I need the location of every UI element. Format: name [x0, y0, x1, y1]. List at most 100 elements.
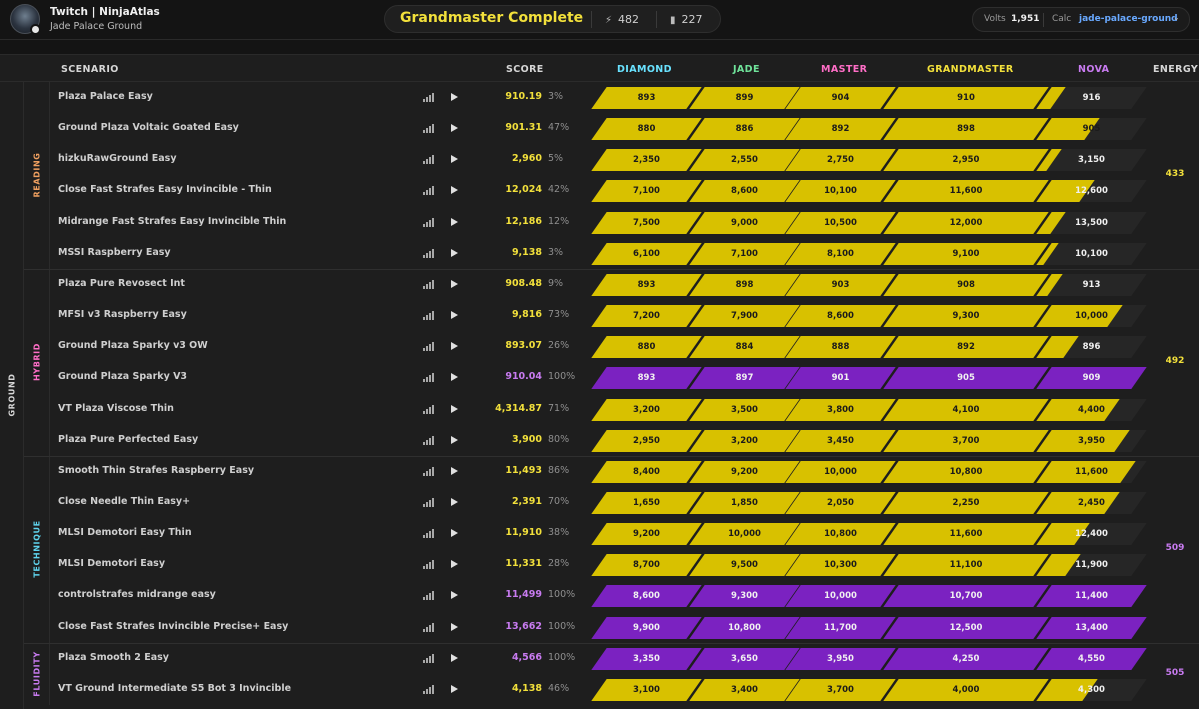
leaderboard-icon[interactable] [423, 92, 434, 102]
ground-group: GROUND [0, 82, 24, 709]
volts-calc-selector[interactable]: Volts 1,951 Calc jade-palace-ground ⌄ [972, 7, 1190, 32]
leaderboard-icon[interactable] [423, 622, 434, 632]
play-icon[interactable] [451, 248, 458, 257]
scenario-row[interactable]: MFSI v3 Raspberry Easy 9,816 73% 7,200 7,900… [50, 300, 1199, 331]
scenario-name[interactable]: Smooth Thin Strafes Raspberry Easy [58, 464, 255, 476]
scenario-row[interactable]: Close Fast Strafes Easy Invincible - Thi… [50, 175, 1199, 206]
leaderboard-icon[interactable] [423, 653, 434, 663]
threshold-value: 892 [831, 124, 850, 135]
threshold-value: 893 [637, 93, 656, 103]
leaderboard-icon[interactable] [423, 372, 434, 383]
threshold-value: 3,450 [827, 435, 854, 446]
threshold-bar-diamond: 893 [591, 367, 702, 390]
avatar[interactable] [10, 4, 40, 34]
leaderboard-icon[interactable] [423, 123, 434, 134]
leaderboard-icon[interactable] [423, 185, 434, 196]
threshold-bar-jade: 886 [689, 118, 800, 141]
scenario-row[interactable]: Ground Plaza Voltaic Goated Easy 901.31 47… [50, 113, 1199, 144]
scenario-row[interactable]: MSSI Raspberry Easy 9,138 3% 6,100 7,100 8,10… [50, 238, 1199, 269]
play-icon[interactable] [451, 560, 458, 569]
play-icon[interactable] [451, 124, 458, 133]
scenario-row[interactable]: Ground Plaza Sparky v3 OW 893.07 26% 880 884… [50, 331, 1199, 362]
threshold-value: 898 [735, 279, 754, 290]
play-icon[interactable] [451, 217, 458, 226]
scenario-name[interactable]: MLSI Demotori Easy [58, 558, 166, 570]
scenario-row[interactable]: Plaza Pure Revosect Int 908.48 9% 893 898 903… [50, 269, 1199, 300]
play-icon[interactable] [451, 684, 458, 693]
scenario-row[interactable]: Ground Plaza Sparky V3 910.04 100% 893 897 90… [50, 362, 1199, 393]
play-icon[interactable] [451, 404, 458, 413]
leaderboard-icon[interactable] [423, 528, 434, 539]
scenario-row[interactable]: MLSI Demotori Easy Thin 11,910 38% 9,200 10,… [50, 518, 1199, 549]
scenario-row[interactable]: Midrange Fast Strafes Easy Invincible Th… [50, 207, 1199, 238]
threshold-bar-master: 10,300 [785, 554, 896, 577]
threshold-value: 909 [1082, 373, 1101, 384]
threshold-bar-jade: 9,000 [689, 211, 800, 234]
play-icon[interactable] [451, 622, 458, 631]
streamer-name[interactable]: Twitch | NinjaAtlas [50, 6, 160, 18]
leaderboard-icon[interactable] [423, 435, 434, 445]
leaderboard-icon[interactable] [423, 341, 434, 352]
leaderboard-icon[interactable] [423, 248, 434, 258]
scenario-name[interactable]: Ground Plaza Sparky V3 [58, 371, 188, 383]
scenario-row[interactable]: Close Fast Strafes Invincible Precise+ E… [50, 612, 1199, 643]
chevron-down-icon[interactable]: ⌄ [1173, 13, 1180, 22]
col-score[interactable]: SCORE [506, 64, 544, 75]
leaderboard-icon[interactable] [423, 559, 434, 570]
scenario-row[interactable]: Plaza Palace Easy 910.19 3% 893 899 904 910 916 [50, 82, 1199, 113]
scenario-name[interactable]: Plaza Pure Revosect Int [58, 277, 185, 289]
play-icon[interactable] [451, 435, 458, 444]
scenario-name[interactable]: MSSI Raspberry Easy [58, 246, 171, 258]
scenario-name[interactable]: Close Needle Thin Easy+ [58, 495, 191, 507]
threshold-bar-diamond: 2,950 [591, 429, 702, 452]
scenario-name[interactable]: Plaza Pure Perfected Easy [58, 433, 199, 445]
play-icon[interactable] [451, 591, 458, 600]
leaderboard-icon[interactable] [423, 684, 434, 694]
leaderboard-icon[interactable] [423, 590, 434, 601]
scenario-name[interactable]: hizkuRawGround Easy [58, 153, 177, 165]
scenario-row[interactable]: Plaza Pure Perfected Easy 3,900 80% 2,950 3,… [50, 425, 1199, 456]
leaderboard-icon[interactable] [423, 217, 434, 227]
scenario-name[interactable]: Plaza Smooth 2 Easy [58, 651, 169, 663]
scenario-name[interactable]: VT Ground Intermediate S5 Bot 3 Invincib… [58, 682, 292, 694]
play-icon[interactable] [451, 373, 458, 382]
play-icon[interactable] [451, 342, 458, 351]
play-icon[interactable] [451, 93, 458, 101]
scenario-row[interactable]: controlstrafes midrange easy 11,499 100% 8,… [50, 580, 1199, 611]
play-icon[interactable] [451, 653, 458, 662]
play-icon[interactable] [451, 497, 458, 506]
progress-percent: 100% [548, 620, 576, 632]
leaderboard-icon[interactable] [423, 404, 434, 414]
scenario-row[interactable]: Plaza Smooth 2 Easy 4,566 100% 3,350 3,650 3,… [50, 643, 1199, 674]
scenario-row[interactable]: MLSI Demotori Easy 11,331 28% 8,700 9,500 10,… [50, 549, 1199, 580]
play-icon[interactable] [451, 466, 458, 475]
leaderboard-icon[interactable] [423, 497, 434, 507]
leaderboard-icon[interactable] [423, 310, 434, 321]
play-icon[interactable] [451, 311, 458, 320]
leaderboard-icon[interactable] [423, 466, 434, 476]
scenario-name[interactable]: Midrange Fast Strafes Easy Invincible Th… [58, 215, 287, 227]
scenario-name[interactable]: Close Fast Strafes Easy Invincible - Thi… [58, 184, 272, 196]
col-scenario[interactable]: SCENARIO [61, 64, 119, 75]
scenario-row[interactable]: Close Needle Thin Easy+ 2,391 70% 1,650 1,85… [50, 487, 1199, 518]
scenario-name[interactable]: VT Plaza Viscose Thin [58, 402, 174, 414]
play-icon[interactable] [451, 155, 458, 164]
play-icon[interactable] [451, 529, 458, 538]
scenario-row[interactable]: VT Ground Intermediate S5 Bot 3 Invincib… [50, 674, 1199, 705]
play-icon[interactable] [451, 279, 458, 288]
calc-dropdown-value[interactable]: jade-palace-ground [1079, 14, 1178, 24]
scenario-name[interactable]: Ground Plaza Sparky v3 OW [58, 340, 208, 352]
threshold-bar-jade: 7,900 [689, 305, 800, 328]
scenario-name[interactable]: Ground Plaza Voltaic Goated Easy [58, 122, 239, 134]
scenario-name[interactable]: Close Fast Strafes Invincible Precise+ E… [58, 620, 289, 632]
scenario-name[interactable]: Plaza Palace Easy [58, 91, 153, 102]
scenario-name[interactable]: controlstrafes midrange easy [58, 589, 216, 601]
scenario-row[interactable]: VT Plaza Viscose Thin 4,314.87 71% 3,200 3,5… [50, 394, 1199, 425]
play-icon[interactable] [451, 186, 458, 195]
scenario-name[interactable]: MFSI v3 Raspberry Easy [58, 309, 187, 321]
scenario-row[interactable]: Smooth Thin Strafes Raspberry Easy 11,493… [50, 456, 1199, 487]
scenario-name[interactable]: MLSI Demotori Easy Thin [58, 527, 192, 539]
leaderboard-icon[interactable] [423, 279, 434, 289]
scenario-row[interactable]: hizkuRawGround Easy 2,960 5% 2,350 2,550 2,75… [50, 144, 1199, 175]
leaderboard-icon[interactable] [423, 154, 434, 165]
